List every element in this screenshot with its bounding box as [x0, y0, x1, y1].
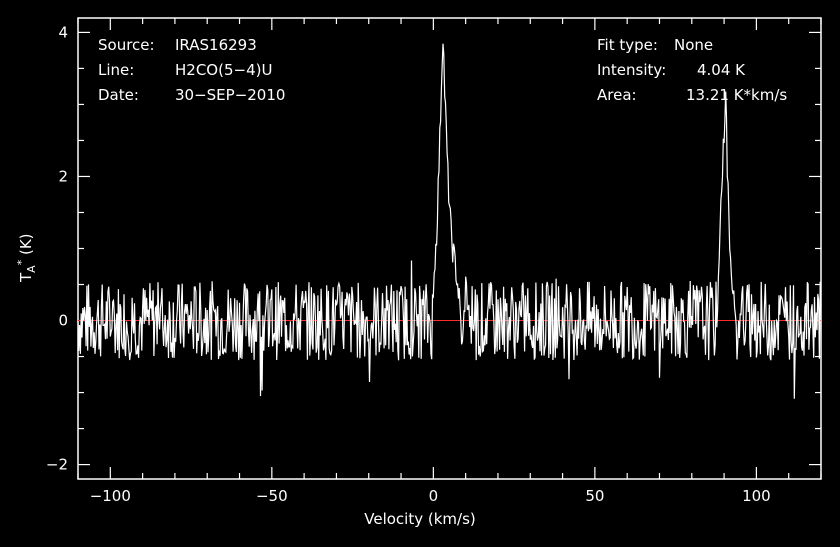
fit-type-label: Fit type:	[597, 36, 658, 54]
y-axis-label-sup: *	[15, 259, 28, 266]
fit-type-value: None	[674, 36, 714, 54]
date-value: 30−SEP−2010	[175, 86, 286, 104]
line-value: H2CO(5−4)U	[175, 61, 273, 79]
source-value: IRAS16293	[175, 36, 257, 54]
y-axis-label-text: T	[17, 272, 35, 282]
y-axis-label-sub: A	[25, 265, 38, 273]
area-value: 13.21 K*km/s	[686, 86, 788, 104]
y-tick-label: −2	[46, 456, 68, 474]
line-label: Line:	[98, 61, 135, 79]
y-tick-label: 0	[58, 312, 68, 330]
y-tick-label: 4	[58, 23, 68, 41]
x-tick-label: 100	[742, 487, 771, 505]
spectrum-series	[77, 43, 822, 399]
y-axis-label: TA* (K)	[15, 233, 38, 282]
x-axis-label: Velocity (km/s)	[364, 510, 476, 528]
date-label: Date:	[98, 86, 139, 104]
area-label: Area:	[597, 86, 637, 104]
y-tick-label: 2	[58, 167, 68, 185]
x-tick-label: −50	[256, 487, 288, 505]
intensity-value: 4.04 K	[697, 61, 746, 79]
axis-ticks: −100 −50 0 50 100 −2 0 2 4	[46, 18, 822, 505]
source-label: Source:	[98, 36, 155, 54]
intensity-label: Intensity:	[597, 61, 667, 79]
x-tick-label: 0	[429, 487, 439, 505]
x-tick-label: −100	[90, 487, 131, 505]
y-axis-label-unit: (K)	[17, 233, 35, 256]
x-tick-label: 50	[585, 487, 604, 505]
